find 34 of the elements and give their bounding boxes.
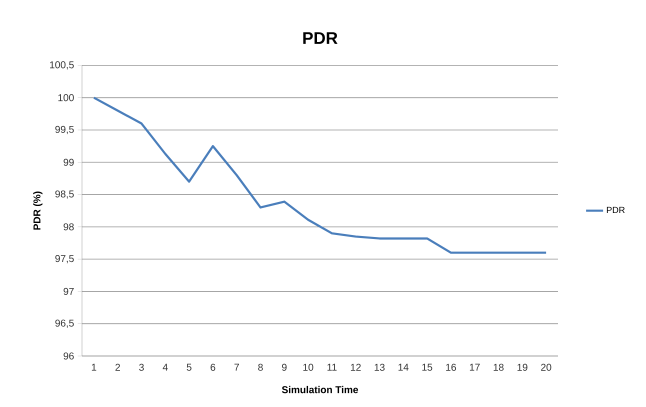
x-tick-label: 2 [115, 364, 120, 371]
y-tick-label: 98 [64, 223, 74, 230]
y-tick-label: 98,5 [55, 190, 74, 199]
x-tick-label: 11 [328, 364, 337, 371]
x-tick-label: 16 [446, 364, 456, 371]
y-tick-label: 97,5 [55, 255, 74, 264]
y-tick-label: 96,5 [55, 320, 74, 328]
x-tick-label: 3 [139, 364, 144, 371]
x-tick-label: 20 [541, 364, 552, 371]
y-tick-label: 100 [58, 94, 74, 102]
y-tick-label: 97 [64, 288, 74, 295]
x-tick-label: 13 [374, 364, 385, 371]
y-tick-label: 99 [64, 158, 74, 166]
x-tick-label: 18 [494, 364, 504, 371]
y-axis-title: PDR (%) [33, 192, 42, 230]
y-tick-label: 100,5 [50, 61, 74, 70]
x-axis-title: Simulation Time [282, 386, 358, 394]
x-tick-label: 5 [186, 364, 192, 371]
x-tick-label: 1 [92, 364, 96, 371]
x-tick-label: 4 [162, 364, 168, 371]
x-tick-label: 10 [303, 364, 314, 371]
x-tick-label: 19 [518, 364, 528, 371]
y-tick-label: 96 [64, 352, 74, 360]
legend-label: PDR [606, 206, 625, 214]
x-tick-label: 12 [350, 364, 361, 371]
x-tick-label: 14 [398, 364, 409, 371]
x-tick-label: 17 [470, 364, 480, 371]
x-tick-label: 6 [210, 364, 216, 371]
x-tick-label: 15 [422, 364, 432, 371]
x-tick-label: 7 [234, 364, 239, 371]
y-tick-label: 99,5 [55, 126, 74, 134]
x-tick-label: 8 [258, 364, 263, 371]
x-tick-label: 9 [282, 364, 287, 371]
chart-title: PDR [303, 32, 338, 44]
